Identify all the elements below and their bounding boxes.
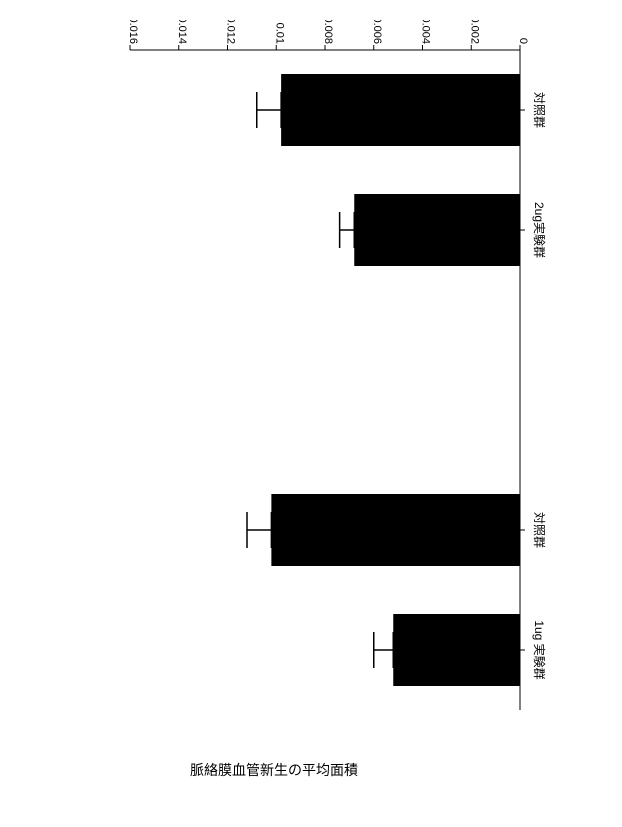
svg-text:0.01: 0.01 — [273, 23, 285, 44]
bar-chart: 0 0.002 0.004 0.006 0.008 0.01 0.012 0.014 0.016… — [110, 20, 590, 720]
svg-text:0.004: 0.004 — [420, 20, 432, 44]
svg-text:0.002: 0.002 — [468, 20, 480, 44]
y-axis-label: 脈絡膜血管新生の平均面積 — [190, 760, 358, 780]
svg-text:0: 0 — [517, 38, 529, 44]
category-label: 対照群 — [532, 92, 546, 128]
svg-text:0.014: 0.014 — [176, 20, 188, 44]
svg-text:0.012: 0.012 — [225, 20, 237, 44]
svg-text:0.006: 0.006 — [371, 20, 383, 44]
svg-text:0.008: 0.008 — [322, 20, 334, 44]
chart-svg: 0 0.002 0.004 0.006 0.008 0.01 0.012 0.014 0.016… — [110, 20, 590, 720]
svg-text:0.016: 0.016 — [127, 20, 139, 44]
category-label: 2ug実験群 — [532, 202, 547, 258]
page-container: 0 0.002 0.004 0.006 0.008 0.01 0.012 0.014 0.016… — [0, 0, 622, 827]
category-label: 対照群 — [532, 512, 546, 548]
category-label: 1ug 実験群 — [532, 620, 547, 679]
